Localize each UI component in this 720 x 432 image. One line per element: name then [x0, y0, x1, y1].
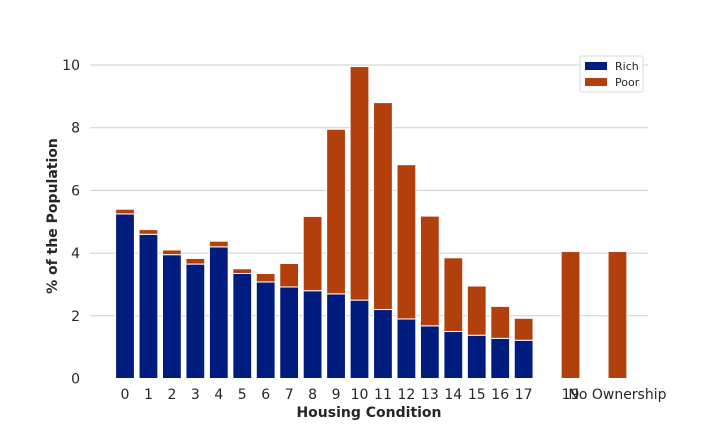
y-tick-label: 4 — [71, 246, 80, 262]
bar-rich-4 — [208, 246, 229, 379]
bar-poor-8 — [302, 215, 323, 292]
bar-rich-14 — [443, 330, 464, 380]
y-tick-labels: 0 2 4 6 8 10 — [62, 58, 80, 388]
bars — [115, 66, 628, 380]
x-tick-label: 4 — [214, 387, 223, 403]
legend-label-poor: Poor — [615, 76, 640, 89]
bar-poor-12 — [396, 164, 417, 320]
x-tick-label: 5 — [238, 387, 247, 403]
x-tick-label: 2 — [167, 387, 176, 403]
bar-rich-7 — [279, 286, 300, 380]
x-tick-label: 0 — [121, 387, 130, 403]
y-axis-label: % of the Population — [45, 138, 61, 294]
bar-poor-3 — [185, 257, 206, 265]
legend-swatch-rich — [585, 62, 607, 70]
bar-poor-10 — [349, 66, 370, 301]
bar-rich-10 — [349, 299, 370, 379]
bar-rich-5 — [232, 272, 253, 380]
bar-poor-7 — [279, 262, 300, 288]
bar-rich-0 — [115, 213, 135, 379]
bar-rich-3 — [185, 263, 206, 380]
x-tick-label: 6 — [261, 387, 270, 403]
x-tick-label: 12 — [397, 387, 415, 403]
bar-rich-16 — [490, 337, 511, 380]
x-tick-label: 7 — [285, 387, 294, 403]
x-tick-label: 15 — [468, 387, 486, 403]
x-tick-label: No Ownership — [568, 387, 666, 403]
bar-rich-15 — [466, 334, 487, 379]
bar-poor-0 — [115, 208, 135, 215]
bar-poor-19 — [560, 251, 581, 379]
bar-rich-6 — [255, 281, 276, 379]
bar-poor-16 — [490, 305, 511, 339]
bar-poor-15 — [466, 285, 487, 336]
bar-rich-9 — [326, 293, 346, 380]
bar-rich-11 — [373, 309, 393, 379]
x-tick-label: 9 — [332, 387, 341, 403]
bar-poor-6 — [255, 272, 276, 283]
bar-poor-4 — [208, 240, 229, 248]
y-tick-label: 8 — [71, 121, 80, 137]
bar-rich-13 — [419, 325, 440, 379]
x-tick-label: 13 — [421, 387, 439, 403]
x-tick-label: 19 — [562, 387, 580, 403]
x-tick-label: 16 — [491, 387, 509, 403]
y-tick-label: 2 — [71, 309, 80, 325]
y-tick-label: 0 — [71, 372, 80, 388]
bar-poor-2 — [162, 249, 182, 256]
bar-rich-12 — [396, 318, 417, 379]
bar-poor-no-ownership — [607, 251, 628, 379]
x-tick-label: 17 — [515, 387, 533, 403]
bar-poor-11 — [373, 102, 393, 311]
x-tick-label: 14 — [444, 387, 462, 403]
x-tick-label: 8 — [308, 387, 317, 403]
y-tick-label: 10 — [62, 58, 80, 74]
legend-swatch-poor — [585, 78, 607, 86]
legend: Rich Poor — [579, 55, 644, 93]
x-tick-label: 3 — [191, 387, 200, 403]
bar-poor-1 — [138, 229, 159, 235]
bar-poor-9 — [326, 128, 346, 295]
bar-poor-14 — [443, 257, 464, 332]
bar-rich-17 — [513, 339, 534, 379]
legend-label-rich: Rich — [615, 60, 639, 73]
x-tick-label: 10 — [351, 387, 369, 403]
x-axis-label: Housing Condition — [296, 405, 441, 421]
y-tick-label: 6 — [71, 183, 80, 199]
bar-rich-1 — [138, 233, 159, 379]
x-tick-label: 11 — [374, 387, 392, 403]
x-tick-label: 1 — [144, 387, 153, 403]
bar-poor-13 — [419, 215, 440, 327]
bar-rich-8 — [302, 290, 323, 379]
bar-poor-17 — [513, 317, 534, 341]
bar-poor-5 — [232, 268, 253, 274]
bar-rich-2 — [162, 254, 182, 379]
